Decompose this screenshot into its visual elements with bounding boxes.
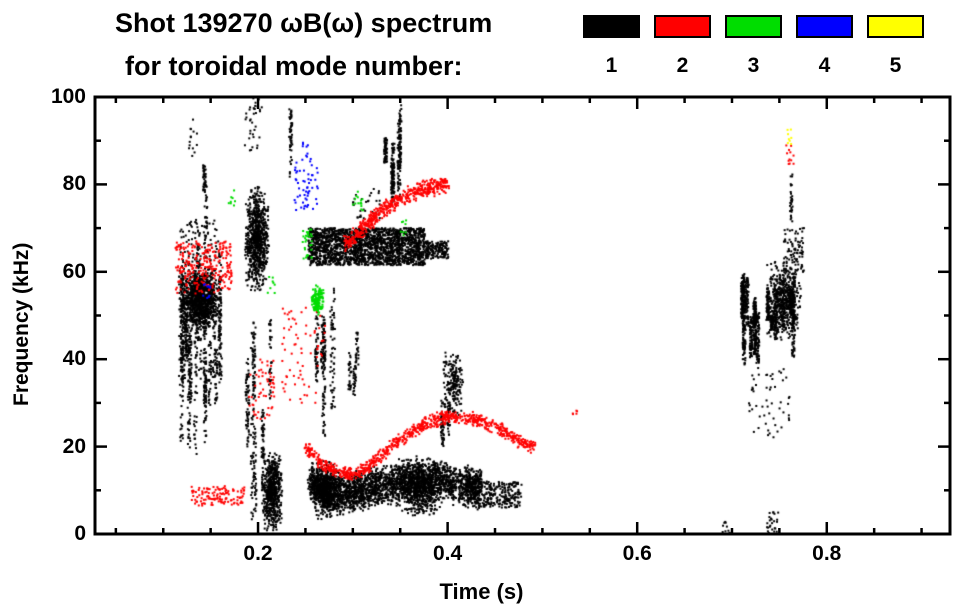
y-tick-label-20: 20: [62, 434, 86, 458]
y-tick-label-100: 100: [50, 85, 86, 108]
x-tick-label-0.6: 0.6: [622, 542, 652, 565]
chart-title: Shot 139270 ωB(ω) spectrum: [115, 8, 493, 38]
legend-label-n5: 5: [889, 54, 902, 77]
legend-swatch-n5: [867, 15, 924, 38]
y-tick-label-40: 40: [62, 347, 86, 371]
legend-swatch-n1: [583, 15, 640, 38]
spectrogram-canvas: [95, 97, 950, 534]
legend-label-n3: 3: [747, 54, 760, 77]
x-tick-label-0.8: 0.8: [812, 542, 842, 565]
x-axis-title: Time (s): [439, 579, 524, 604]
y-tick-label-60: 60: [62, 259, 86, 283]
legend-swatch-n4: [796, 15, 853, 38]
chart-subtitle: for toroidal mode number:: [125, 51, 463, 81]
y-tick-label-0: 0: [74, 522, 86, 545]
legend-swatches: [583, 15, 924, 38]
x-tick-label-0.4: 0.4: [433, 542, 463, 565]
legend-swatch-n3: [725, 15, 782, 38]
legend-swatch-n2: [654, 15, 711, 38]
x-tick-label-0.2: 0.2: [243, 542, 273, 565]
legend-label-n2: 2: [676, 54, 689, 77]
legend-label-n1: 1: [605, 54, 618, 77]
y-tick-label-80: 80: [62, 172, 86, 196]
legend-mode-numbers: 1 2 3 4 5: [583, 54, 924, 78]
legend-label-n4: 4: [818, 54, 831, 77]
